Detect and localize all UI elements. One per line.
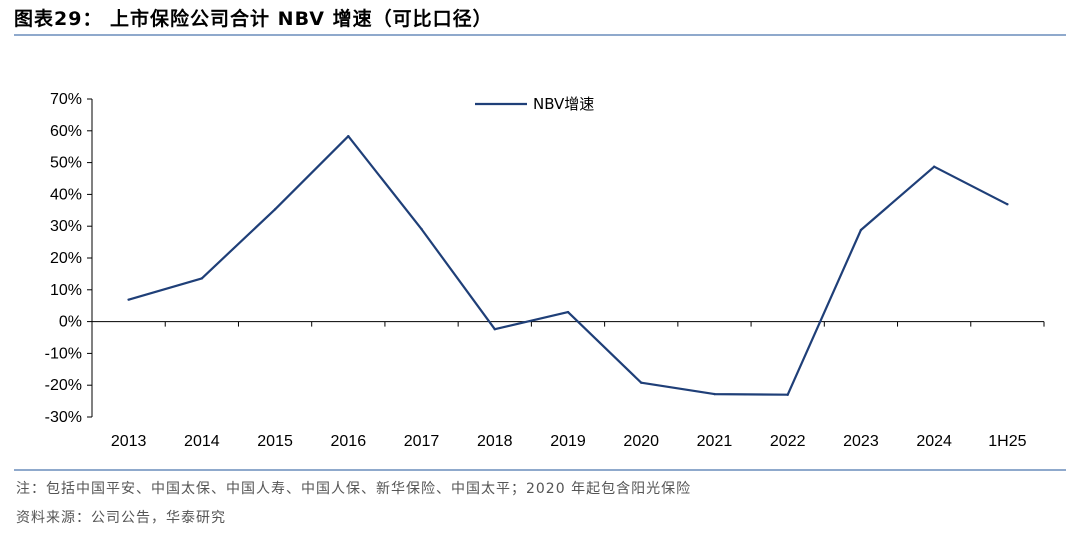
y-tick-label: -10% bbox=[45, 345, 82, 362]
y-tick-label: 70% bbox=[50, 91, 82, 108]
x-tick-label: 2013 bbox=[111, 433, 147, 450]
data-point bbox=[566, 310, 570, 314]
footer-divider bbox=[14, 469, 1066, 471]
source-note: 资料来源：公司公告，华泰研究 bbox=[16, 510, 226, 526]
data-point bbox=[932, 165, 936, 168]
data-point bbox=[859, 228, 863, 232]
x-tick-label: 2016 bbox=[331, 433, 367, 450]
figure-title: 图表29： 上市保险公司合计 NBV 增速（可比口径） bbox=[14, 8, 493, 30]
data-point bbox=[347, 135, 350, 138]
chart-note: 注：包括中国平安、中国太保、中国人寿、中国人保、新华保险、中国太平；2020 年… bbox=[16, 481, 692, 497]
y-tick-label: 50% bbox=[50, 155, 82, 172]
y-tick-label: 20% bbox=[50, 250, 82, 267]
y-tick-label: -30% bbox=[45, 409, 82, 426]
data-point bbox=[200, 277, 204, 280]
data-point bbox=[493, 328, 496, 331]
x-tick-label: 2017 bbox=[404, 433, 440, 450]
title-divider bbox=[14, 34, 1066, 36]
data-point bbox=[127, 298, 130, 301]
y-tick-label: 0% bbox=[59, 314, 82, 331]
x-tick-label: 2022 bbox=[770, 433, 806, 450]
x-tick-label: 2020 bbox=[623, 433, 659, 450]
x-tick-label: 2019 bbox=[550, 433, 586, 450]
legend-label: NBV增速 bbox=[533, 95, 594, 113]
x-tick-label: 2018 bbox=[477, 433, 513, 450]
y-tick-label: 10% bbox=[50, 282, 82, 299]
x-tick-label: 2024 bbox=[916, 433, 952, 450]
data-point bbox=[640, 381, 643, 384]
x-tick-label: 1H25 bbox=[988, 433, 1026, 450]
data-point bbox=[273, 208, 277, 211]
x-tick-label: 2014 bbox=[184, 433, 220, 450]
data-point bbox=[1006, 203, 1009, 206]
y-tick-label: 60% bbox=[50, 123, 82, 140]
y-tick-label: 40% bbox=[50, 186, 82, 203]
x-tick-label: 2021 bbox=[697, 433, 733, 450]
data-point bbox=[713, 392, 716, 396]
data-point bbox=[786, 393, 789, 396]
nbv-growth-line-chart: 70% 60% 50% 40% 30% 20% 10% 0% -10% -20% -30% 2013 2… bbox=[45, 91, 1045, 450]
y-tick-label: -20% bbox=[45, 377, 82, 394]
x-tick-label: 2023 bbox=[843, 433, 879, 450]
x-tick-label: 2015 bbox=[257, 433, 293, 450]
data-point bbox=[420, 227, 423, 231]
series-line bbox=[128, 135, 1008, 396]
y-tick-label: 30% bbox=[50, 218, 82, 235]
